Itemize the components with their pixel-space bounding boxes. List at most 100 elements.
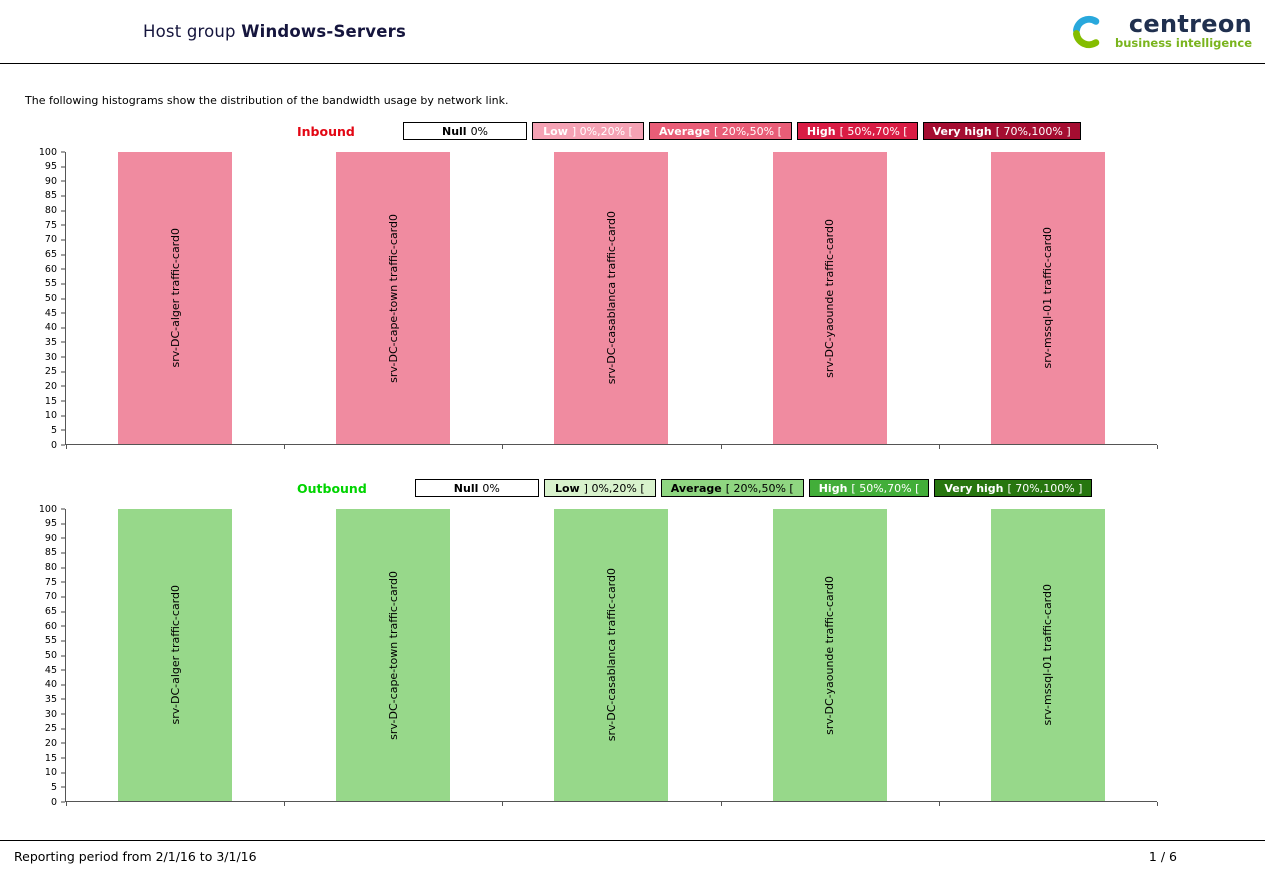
outbound-legend-row: Outbound Null 0% Low] 0%,20% [Average[ 20%… — [297, 479, 1265, 497]
legend-item-high: High[ 50%,70% [ — [808, 479, 930, 497]
x-tick-mark — [284, 445, 286, 449]
y-tick-mark — [61, 298, 65, 299]
inbound-legend-row: Inbound Null 0% Low] 0%,20% [ Average[ 20%,… — [297, 122, 1265, 140]
y-tick-mark — [61, 400, 65, 402]
y-tick-label: 0 — [50, 439, 57, 451]
inbound-bar: srv-DC-cape-town traffic-card0 — [336, 152, 451, 444]
y-tick-mark — [61, 552, 65, 554]
inbound-y-axis: 0 5 10 15 20 25 30 35 40 45 50 55 60 65 70 75 80 85 90 95 10… — [25, 147, 65, 449]
legend-item-range: [ 70%,100% ] — [1007, 481, 1083, 495]
y-tick-label: 15 — [44, 395, 57, 407]
inbound-bar: srv-DC-alger traffic-card0 — [118, 152, 233, 444]
y-tick-mark — [61, 596, 65, 598]
y-tick-mark — [61, 371, 65, 373]
y-tick-label: 90 — [44, 175, 57, 187]
y-tick-label: 55 — [44, 278, 57, 290]
inbound-bar: srv-mssql-01 traffic-card0 — [990, 152, 1105, 444]
y-tick-mark — [61, 180, 65, 182]
bar-label: srv-DC-yaounde traffic-card0 — [823, 218, 837, 378]
legend-item-name: Null — [453, 481, 479, 495]
legend-item-name: Very high — [944, 481, 1004, 495]
bar-label: srv-DC-yaounde traffic-card0 — [823, 575, 837, 735]
y-tick-mark — [61, 772, 65, 774]
legend-item-range: [ 50%,70% [ — [851, 481, 920, 495]
legend-item-range: 0% — [482, 481, 500, 495]
y-tick-mark — [61, 151, 65, 153]
inbound-legend: Null 0% Low] 0%,20% [Average[ 20%,50% [Hig… — [403, 122, 1081, 140]
centreon-arc-green — [1073, 29, 1100, 48]
centreon-logo-icon — [1073, 15, 1100, 48]
y-tick-label: 0 — [50, 796, 57, 808]
inbound-bar: srv-DC-yaounde traffic-card0 — [772, 152, 887, 444]
outbound-bar: srv-DC-casablanca traffic-card0 — [554, 509, 669, 801]
y-tick-label: 30 — [44, 351, 57, 363]
outbound-bar: srv-DC-yaounde traffic-card0 — [772, 509, 887, 801]
bar-label: srv-DC-casablanca traffic-card0 — [604, 211, 618, 385]
y-tick-mark — [61, 508, 65, 510]
y-tick-label: 95 — [44, 517, 57, 529]
centreon-logo: centreon business intelligence — [1070, 12, 1252, 50]
y-tick-label: 15 — [44, 752, 57, 764]
y-tick-label: 20 — [44, 380, 57, 392]
legend-item-range: ] 0%,20% [ — [583, 481, 645, 495]
inbound-bar: srv-DC-casablanca traffic-card0 — [554, 152, 669, 444]
legend-item-name: Low — [543, 124, 568, 138]
x-tick-mark — [720, 445, 722, 449]
x-tick-mark — [1157, 802, 1158, 806]
y-tick-label: 45 — [44, 664, 57, 676]
outbound-legend: Null 0% Low] 0%,20% [Average[ 20%,50% [Hig… — [414, 479, 1093, 497]
y-tick-mark — [61, 625, 65, 627]
y-tick-label: 70 — [44, 591, 57, 603]
y-tick-label: 10 — [44, 766, 57, 778]
legend-item-average: Average[ 20%,50% [ — [649, 122, 792, 140]
y-tick-label: 30 — [44, 708, 57, 720]
inbound-chart: 0 5 10 15 20 25 30 35 40 45 50 55 60 65 70 75 80 85 90 95 10… — [25, 147, 1158, 449]
legend-item-name: High — [818, 481, 848, 495]
y-tick-label: 70 — [44, 234, 57, 246]
y-tick-label: 50 — [44, 649, 57, 661]
inbound-plot-area: srv-DC-alger traffic-card0 srv-DC-cape-to… — [65, 152, 1158, 449]
y-tick-label: 5 — [50, 781, 57, 793]
x-tick-mark — [66, 445, 67, 449]
x-tick-mark — [938, 445, 940, 449]
legend-item-very-high: Very high[ 70%,100% ] — [934, 479, 1093, 497]
legend-item-range: [ 20%,50% [ — [713, 124, 782, 138]
y-tick-mark — [61, 611, 65, 613]
y-tick-label: 60 — [44, 263, 57, 275]
x-tick-mark — [284, 802, 286, 806]
reporting-period: Reporting period from 2/1/16 to 3/1/16 — [14, 849, 257, 864]
outbound-plot-area: srv-DC-alger traffic-card0 srv-DC-cape-to… — [65, 509, 1158, 806]
logo-tagline: business intelligence — [1115, 36, 1252, 51]
legend-item-range: ] 0%,20% [ — [571, 124, 633, 138]
y-tick-label: 95 — [44, 160, 57, 172]
outbound-y-axis: 0 5 10 15 20 25 30 35 40 45 50 55 60 65 70 75 80 85 90 95 10… — [25, 504, 65, 806]
bar-label: srv-DC-alger traffic-card0 — [168, 228, 182, 368]
x-tick-mark — [720, 802, 722, 806]
y-tick-label: 80 — [44, 204, 57, 216]
legend-item-name: Average — [670, 481, 722, 495]
y-tick-mark — [61, 684, 65, 686]
page-title: Host group Windows-Servers — [143, 22, 406, 41]
y-tick-mark — [61, 698, 65, 700]
y-tick-mark — [61, 786, 65, 788]
intro-text: The following histograms show the distri… — [25, 94, 509, 107]
y-tick-mark — [61, 195, 65, 197]
legend-item-very-high: Very high[ 70%,100% ] — [922, 122, 1081, 140]
legend-item-range: 0% — [470, 124, 489, 138]
y-tick-label: 45 — [44, 307, 57, 319]
y-tick-label: 20 — [44, 737, 57, 749]
inbound-direction-label: Inbound — [297, 123, 355, 139]
y-tick-label: 90 — [44, 532, 57, 544]
bar-label: srv-mssql-01 traffic-card0 — [1041, 584, 1055, 726]
outbound-direction-label: Outbound — [297, 480, 367, 496]
y-tick-label: 85 — [44, 547, 57, 559]
outbound-bar: srv-DC-alger traffic-card0 — [118, 509, 233, 801]
y-tick-label: 5 — [50, 424, 57, 436]
y-tick-label: 85 — [44, 190, 57, 202]
y-tick-mark — [61, 312, 65, 314]
y-tick-mark — [61, 385, 65, 387]
outbound-chart: 0 5 10 15 20 25 30 35 40 45 50 55 60 65 70 75 80 85 90 95 10… — [25, 504, 1158, 806]
y-tick-mark — [61, 713, 65, 715]
y-tick-label: 35 — [44, 693, 57, 705]
legend-item-null: Null 0% — [403, 122, 527, 140]
